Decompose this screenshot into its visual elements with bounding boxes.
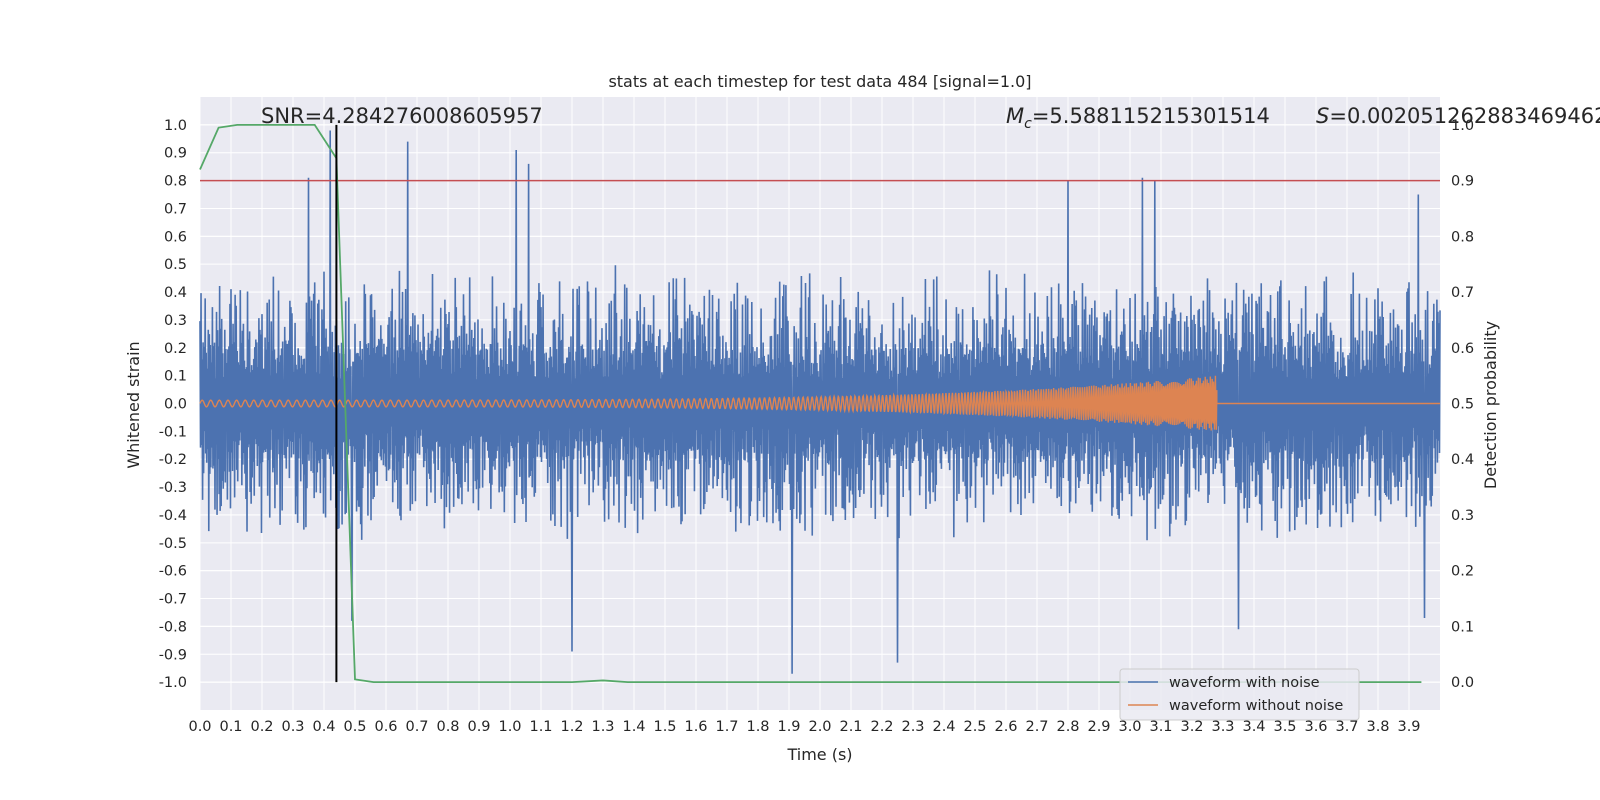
clean-waveform-line [199,375,1440,431]
y-tick-label: -0.6 [159,564,187,580]
x-tick-label: 3.4 [1242,719,1265,735]
x-tick-label: 2.0 [808,719,831,735]
y-tick-label: 0.8 [164,174,187,190]
x-tick-label: 1.0 [498,719,521,735]
x-tick-label: 2.4 [932,719,955,735]
x-tick-label: 2.3 [901,719,924,735]
y-tick-label: -0.5 [159,536,187,552]
x-tick-label: 1.9 [777,719,800,735]
legend-entry-noise: waveform with noise [1169,675,1320,691]
y-right-tick-label: 0.5 [1451,397,1474,413]
y-right-tick-label: 0.1 [1451,619,1474,635]
x-tick-label: 0.2 [250,719,273,735]
noise-series [199,130,1441,674]
x-tick-label: 3.1 [1149,719,1172,735]
x-tick-label: 2.5 [963,719,986,735]
x-tick-label: 3.7 [1335,719,1358,735]
x-tick-label: 1.2 [560,719,583,735]
x-tick-label: 0.6 [374,719,397,735]
x-tick-label: 2.1 [839,719,862,735]
x-tick-label: 3.5 [1273,719,1296,735]
x-tick-label: 1.5 [653,719,676,735]
spin-annotation: S=0.0020512628834694624 [1316,104,1600,128]
legend-box [1119,668,1360,721]
y-tick-label: 0.0 [164,397,187,413]
noise-waveform-line [199,130,1441,674]
clean-series [199,375,1440,431]
x-tick-label: 1.8 [746,719,769,735]
detection-probability-line [199,123,1422,684]
y-tick-label: -0.9 [159,647,187,663]
y-tick-label: 0.2 [164,341,187,357]
x-tick-label: 1.7 [715,719,738,735]
overlay [199,123,1440,684]
x-tick-label: 3.8 [1366,719,1389,735]
y-right-tick-label: 0.4 [1451,452,1474,468]
x-axis-label: Time (s) [786,745,852,764]
y-right-tick-label: 0.3 [1451,508,1474,524]
x-tick-label: 1.1 [529,719,552,735]
y-tick-label: -0.7 [159,592,187,608]
x-tick-label: 0.5 [343,719,366,735]
y-tick-label: 0.3 [164,313,187,329]
y-right-tick-label: 0.9 [1451,174,1474,190]
y-tick-label: -0.1 [159,424,187,440]
x-tick-label: 3.2 [1180,719,1203,735]
y-axis-label: Whitened strain [124,341,143,468]
x-tick-label: 3.3 [1211,719,1234,735]
y-tick-label: 0.1 [164,369,187,385]
chirp-mass-annotation: Mc=5.588115215301514 [1006,104,1270,132]
y-right-tick-label: 1.0 [1451,118,1474,134]
y-axis-right-label: Detection probability [1481,321,1500,489]
x-tick-label: 3.0 [1118,719,1141,735]
x-tick-label: 0.0 [188,719,211,735]
y-right-tick-label: 0.7 [1451,285,1474,301]
x-tick-label: 0.4 [312,719,335,735]
x-tick-label: 0.3 [281,719,304,735]
legend-entry-clean: waveform without noise [1169,698,1343,714]
y-tick-label: 0.9 [164,146,187,162]
x-tick-label: 0.9 [467,719,490,735]
x-tick-label: 0.7 [405,719,428,735]
y-tick-label: 1.0 [164,118,187,134]
y-tick-label: -0.3 [159,480,187,496]
x-tick-label: 2.9 [1087,719,1110,735]
legend: waveform with noise waveform without noi… [1119,668,1360,721]
y-tick-label: 0.6 [164,229,187,245]
y-right-tick-label: 0.0 [1451,675,1474,691]
y-right-tick-label: 0.2 [1451,564,1474,580]
y-tick-label: -0.2 [159,452,187,468]
x-tick-label: 2.2 [870,719,893,735]
y-tick-label: 0.7 [164,201,187,217]
x-tick-label: 3.9 [1397,719,1420,735]
x-tick-label: 1.4 [622,719,645,735]
x-tick-label: 3.6 [1304,719,1327,735]
snr-annotation: SNR=4.284276008605957 [261,104,543,128]
x-tick-label: 1.3 [591,719,614,735]
y-tick-label: -0.4 [159,508,187,524]
x-tick-label: 2.8 [1056,719,1079,735]
x-tick-label: 2.6 [994,719,1017,735]
y-tick-label: -0.8 [159,619,187,635]
chart-title: stats at each timestep for test data 484… [608,72,1031,91]
x-tick-label: 2.7 [1025,719,1048,735]
x-tick-label: 0.1 [219,719,242,735]
y-right-tick-label: 0.8 [1451,229,1474,245]
y-right-tick-label: 0.6 [1451,341,1474,357]
x-tick-label: 0.8 [436,719,459,735]
y-tick-label: 0.5 [164,257,187,273]
y-tick-label: -1.0 [159,675,187,691]
y-tick-label: 0.4 [164,285,187,301]
ticks: 0.0 0.1 0.2 0.3 0.4 0.5 0.6 0.7 0.8 0.9 1.0 1.1 1.2 1… [159,118,1474,735]
x-tick-label: 1.6 [684,719,707,735]
